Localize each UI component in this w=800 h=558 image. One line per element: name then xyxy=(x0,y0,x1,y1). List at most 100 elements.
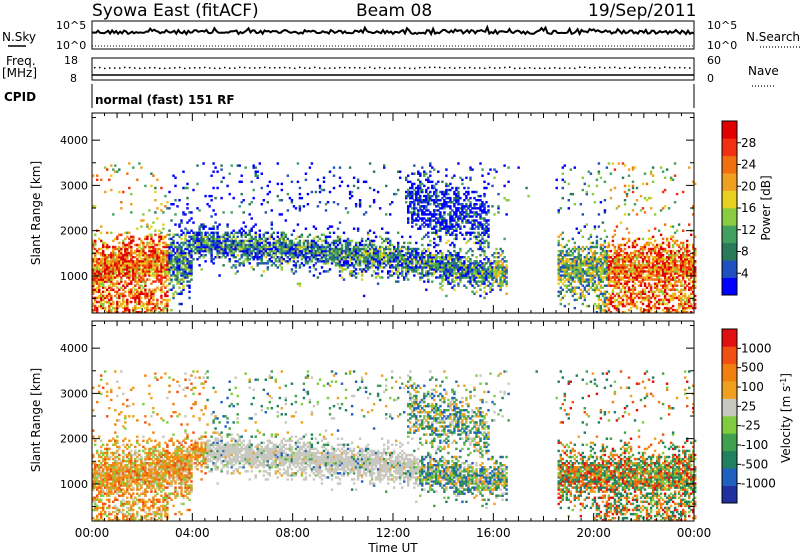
heatmap-cell xyxy=(425,219,428,222)
heatmap-cell xyxy=(595,268,599,271)
heatmap-cell xyxy=(144,284,147,287)
heatmap-cell xyxy=(379,276,382,279)
heatmap-cell xyxy=(441,262,444,265)
heatmap-cell xyxy=(162,268,165,271)
heatmap-cell xyxy=(120,276,123,279)
heatmap-cell xyxy=(429,217,432,220)
heatmap-cell xyxy=(427,225,430,228)
heatmap-cell xyxy=(479,215,482,218)
heatmap-cell xyxy=(503,266,506,269)
heatmap-cell xyxy=(190,268,193,271)
heatmap-cell xyxy=(316,205,320,208)
heatmap-cell xyxy=(154,251,157,255)
heatmap-cell xyxy=(284,249,288,253)
heatmap-cell xyxy=(140,260,143,263)
heatmap-cell xyxy=(124,282,127,285)
heatmap-cell xyxy=(631,186,635,190)
heatmap-cell xyxy=(160,288,163,292)
heatmap-cell xyxy=(230,239,233,243)
heatmap-cell xyxy=(577,268,581,271)
heatmap-cell xyxy=(427,201,430,204)
heatmap-cell xyxy=(467,274,470,277)
heatmap-cell xyxy=(485,272,488,275)
heatmap-cell xyxy=(180,251,183,255)
heatmap-cell xyxy=(443,201,446,204)
heatmap-cell xyxy=(160,274,163,277)
heatmap-cell xyxy=(366,260,370,263)
heatmap-cell xyxy=(601,272,605,275)
heatmap-cell xyxy=(152,274,155,277)
heatmap-cell xyxy=(340,266,344,269)
heatmap-cell xyxy=(445,227,448,230)
heatmap-cell xyxy=(633,278,637,281)
heatmap-cell xyxy=(441,180,444,184)
heatmap-cell xyxy=(134,298,137,302)
heatmap-cell xyxy=(280,233,284,237)
heatmap-cell xyxy=(421,205,424,208)
heatmap-cell xyxy=(429,199,432,202)
heatmap-cell xyxy=(114,311,117,314)
heatmap-cell xyxy=(356,254,360,257)
heatmap-cell xyxy=(216,251,219,255)
heatmap-cell xyxy=(146,308,149,312)
heatmap-cell xyxy=(120,249,123,253)
heatmap-cell xyxy=(631,245,635,249)
heatmap-cell xyxy=(152,249,155,253)
heatmap-cell xyxy=(312,274,316,277)
heatmap-cell xyxy=(409,266,412,269)
heatmap-cell xyxy=(136,260,139,263)
heatmap-cell xyxy=(290,243,294,247)
heatmap-cell xyxy=(461,264,464,267)
heatmap-cell xyxy=(344,264,348,267)
heatmap-cell xyxy=(457,260,460,263)
heatmap-cell xyxy=(358,241,362,245)
heatmap-cell xyxy=(216,241,219,245)
heatmap-cell xyxy=(318,186,322,190)
heatmap-cell xyxy=(162,260,165,263)
heatmap-cell xyxy=(567,280,571,283)
heatmap-cell xyxy=(252,268,255,271)
heatmap-cell xyxy=(473,280,476,283)
heatmap-cell xyxy=(336,262,340,265)
heatmap-cell xyxy=(485,227,488,230)
heatmap-cell xyxy=(244,231,247,235)
heatmap-cell xyxy=(503,276,506,279)
heatmap-cell xyxy=(182,258,185,261)
heatmap-cell xyxy=(166,201,169,204)
heatmap-cell xyxy=(306,256,310,259)
heatmap-cell xyxy=(186,203,189,206)
heatmap-cell xyxy=(397,276,400,279)
heatmap-cell xyxy=(585,223,589,226)
heatmap-cell xyxy=(158,233,161,237)
heatmap-cell xyxy=(212,227,215,230)
heatmap-cell xyxy=(286,209,290,212)
heatmap-cell xyxy=(475,219,478,222)
heatmap-cell xyxy=(449,207,452,210)
heatmap-cell xyxy=(607,308,611,312)
heatmap-cell xyxy=(475,256,478,259)
heatmap-cell xyxy=(491,270,494,273)
heatmap-cell xyxy=(481,235,484,239)
heatmap-cell xyxy=(310,258,314,261)
heatmap-cell xyxy=(118,300,121,304)
heatmap-cell xyxy=(421,256,424,259)
heatmap-cell xyxy=(374,235,378,239)
heatmap-cell xyxy=(162,237,165,241)
heatmap-cell xyxy=(411,264,414,267)
heatmap-cell xyxy=(252,237,255,241)
freq-label-2: [MHz] xyxy=(2,66,37,80)
heatmap-cell xyxy=(376,249,380,253)
heatmap-cell xyxy=(144,272,147,275)
heatmap-cell xyxy=(435,264,438,267)
heatmap-cell xyxy=(473,227,476,230)
heatmap-cell xyxy=(483,274,486,277)
heatmap-cell xyxy=(475,266,478,269)
heatmap-cell xyxy=(581,276,585,279)
heatmap-cell xyxy=(479,209,482,212)
heatmap-cell xyxy=(593,266,597,269)
heatmap-cell xyxy=(162,311,165,314)
heatmap-cell xyxy=(108,308,111,312)
heatmap-cell xyxy=(567,258,571,261)
heatmap-cell xyxy=(144,270,147,273)
heatmap-cell xyxy=(146,243,149,247)
